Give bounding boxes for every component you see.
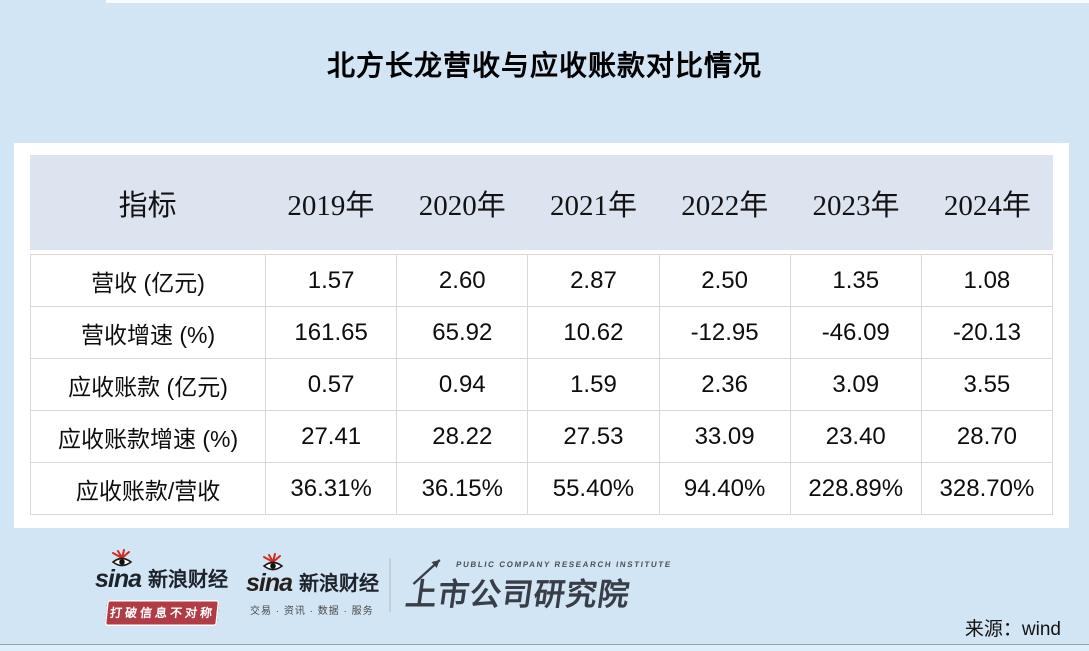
table-header-2023: 2023年 (812, 189, 900, 222)
sina-services-tagline: 交易 · 资讯 · 数据 · 服务 (250, 606, 374, 617)
sina-slogan-badge: 打破信息不对称 (104, 600, 220, 626)
table-cell: 27.41 (266, 411, 398, 463)
table-header-indicator: 指标 (118, 189, 177, 222)
table-cell: 2.87 (528, 255, 660, 307)
table-cell: 1.59 (528, 359, 660, 411)
row-label: 营收 (亿元) (31, 255, 267, 307)
sina-finance-logo-tagline: sina 新浪财经 交易 · 资讯 · 数据 · 服务 (246, 553, 380, 617)
sina-finance-label: 新浪财经 (148, 569, 229, 591)
table-cell: 228.89% (790, 463, 922, 515)
table-cell: -20.13 (921, 307, 1053, 359)
row-label: 应收账款增速 (%) (31, 411, 267, 463)
bottom-divider-line (0, 644, 1089, 645)
bottom-strip (0, 645, 1089, 651)
table-cell: 3.09 (790, 359, 922, 411)
table-header-2022: 2022年 (681, 189, 769, 222)
table-cell: 2.50 (659, 255, 791, 307)
window-top-strip (106, 0, 1089, 3)
sina-wordmark: sina (95, 565, 142, 593)
table-cell: 10.62 (528, 307, 660, 359)
table-header-row: 指标 2019年 2020年 2021年 2022年 2023年 2024年 (30, 155, 1053, 250)
table-cell: 2.36 (659, 359, 791, 411)
table-body: 营收 (亿元) 1.57 2.60 2.87 2.50 1.35 1.08 营收增速 (%) 1… (30, 254, 1053, 515)
table-cell: 328.70% (921, 463, 1053, 515)
row-label: 应收账款/营收 (31, 463, 267, 515)
table-cell: 55.40% (528, 463, 660, 515)
table-header-2024: 2024年 (943, 189, 1031, 222)
row-label: 营收增速 (%) (31, 307, 267, 359)
sina-eye-icon (111, 549, 133, 567)
table-cell: 0.94 (397, 359, 529, 411)
sina-wordmark: sina (246, 569, 293, 597)
institute-name-en: PUBLIC COMPANY RESEARCH INSTITUTE (455, 560, 673, 569)
table-cell: 65.92 (397, 307, 529, 359)
table-panel: 指标 2019年 2020年 2021年 2022年 2023年 2024年 营… (14, 143, 1069, 528)
sina-finance-logo-badge: sina 新浪财经 打破信息不对称 (95, 549, 229, 626)
table-cell: 27.53 (528, 411, 660, 463)
row-label: 应收账款 (亿元) (31, 359, 267, 411)
table-header-2021: 2021年 (549, 189, 637, 222)
table-cell: -12.95 (659, 307, 791, 359)
table-cell: 3.55 (921, 359, 1053, 411)
table-cell: 28.22 (397, 411, 529, 463)
table-cell: 23.40 (790, 411, 922, 463)
table-cell: 0.57 (266, 359, 398, 411)
table-cell: 94.40% (659, 463, 791, 515)
table-cell: 161.65 (266, 307, 398, 359)
table-header-2019: 2019年 (287, 189, 375, 222)
table-cell: 1.08 (921, 255, 1053, 307)
data-source-note: 来源：wind (964, 619, 1061, 640)
table-cell: 33.09 (659, 411, 791, 463)
table-cell: 36.31% (266, 463, 398, 515)
table-header-2020: 2020年 (418, 189, 506, 222)
table-cell: 36.15% (397, 463, 529, 515)
logo-divider (389, 558, 391, 612)
arrow-icon (412, 559, 441, 585)
table-cell: 2.60 (397, 255, 529, 307)
sina-finance-label: 新浪财经 (299, 573, 380, 595)
sina-eye-icon (262, 553, 284, 571)
institute-logo: PUBLIC COMPANY RESEARCH INSTITUTE 上市公司研究… (403, 559, 673, 614)
page-title: 北方长龙营收与应收账款对比情况 (326, 50, 762, 81)
table-cell: 1.35 (790, 255, 922, 307)
table-cell: 1.57 (266, 255, 398, 307)
table-cell: 28.70 (921, 411, 1053, 463)
sina-slogan-text: 打破信息不对称 (109, 606, 216, 620)
table-cell: -46.09 (790, 307, 922, 359)
